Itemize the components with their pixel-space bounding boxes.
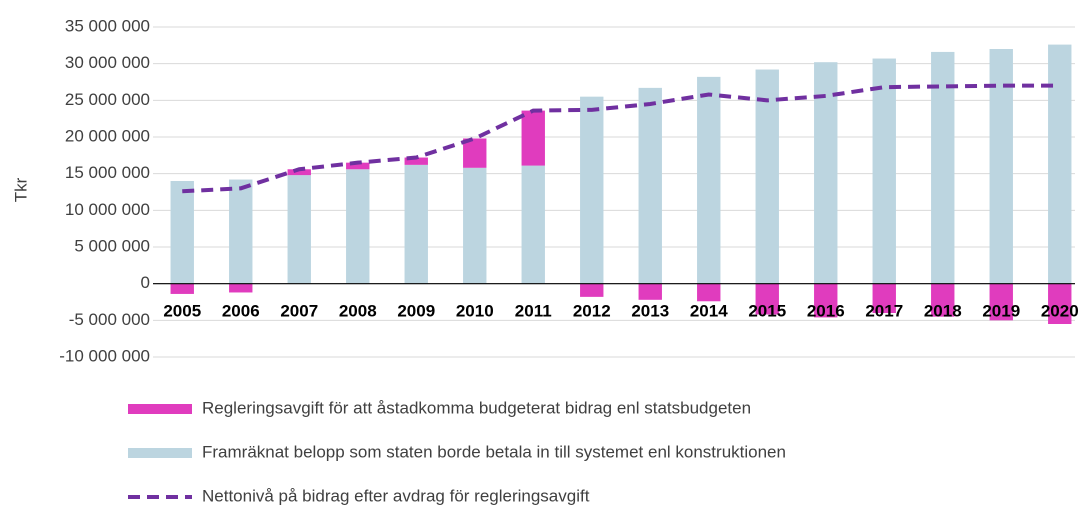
x-tick-label: 2005 [163, 301, 201, 320]
x-tick-label: 2014 [690, 301, 728, 320]
bar [170, 181, 194, 284]
legend-swatch [128, 404, 192, 414]
x-tick-label: 2017 [865, 301, 903, 320]
y-tick-label: -10 000 000 [59, 346, 150, 365]
x-tick-label: 2007 [280, 301, 318, 320]
legend-label: Nettonivå på bidrag efter avdrag för reg… [202, 486, 590, 505]
y-axis-title: Tkr [11, 177, 30, 202]
y-tick-label: 10 000 000 [65, 200, 150, 219]
legend-label: Framräknat belopp som staten borde betal… [202, 442, 786, 461]
bar [521, 165, 545, 284]
bar [1048, 283, 1072, 324]
bar [697, 283, 721, 302]
x-tick-label: 2015 [748, 301, 786, 320]
bar [638, 283, 662, 300]
bar [463, 138, 487, 168]
bar [404, 157, 428, 165]
bar [229, 283, 253, 293]
bar [755, 283, 779, 315]
bar [346, 169, 370, 284]
y-tick-label: -5 000 000 [69, 310, 150, 329]
bar [638, 87, 662, 284]
y-tick-label: 0 [141, 273, 150, 292]
y-tick-label: 30 000 000 [65, 53, 150, 72]
x-tick-label: 2009 [397, 301, 435, 320]
x-tick-label: 2012 [573, 301, 611, 320]
bar [697, 76, 721, 284]
bar [521, 110, 545, 166]
x-tick-label: 2006 [222, 301, 260, 320]
bar [346, 162, 370, 170]
y-tick-label: 20 000 000 [65, 126, 150, 145]
x-tick-label: 2016 [807, 301, 845, 320]
bar [229, 179, 253, 284]
bar [170, 283, 194, 294]
x-tick-label: 2019 [982, 301, 1020, 320]
x-tick-label: 2008 [339, 301, 377, 320]
bar [989, 283, 1013, 321]
bar [287, 175, 311, 284]
bar [814, 62, 838, 284]
x-tick-label: 2013 [631, 301, 669, 320]
x-tick-label: 2018 [924, 301, 962, 320]
bar [755, 69, 779, 284]
y-tick-label: 5 000 000 [74, 236, 150, 255]
bar [931, 283, 955, 317]
x-tick-label: 2010 [456, 301, 494, 320]
bar [463, 167, 487, 284]
y-tick-label: 35 000 000 [65, 16, 150, 35]
bar [872, 58, 896, 284]
y-tick-label: 25 000 000 [65, 90, 150, 109]
bar [404, 164, 428, 284]
bar [287, 169, 311, 176]
bar [580, 283, 604, 297]
legend-label: Regleringsavgift för att åstadkomma budg… [202, 398, 751, 417]
y-tick-label: 15 000 000 [65, 163, 150, 182]
x-tick-label: 2020 [1041, 301, 1079, 320]
bar [931, 51, 955, 284]
bar [989, 49, 1013, 284]
legend-swatch [128, 448, 192, 458]
bar [872, 283, 896, 313]
bar [1048, 44, 1072, 284]
line [182, 83, 1060, 194]
x-tick-label: 2011 [515, 301, 552, 320]
bar [580, 96, 604, 284]
bar [814, 283, 838, 318]
